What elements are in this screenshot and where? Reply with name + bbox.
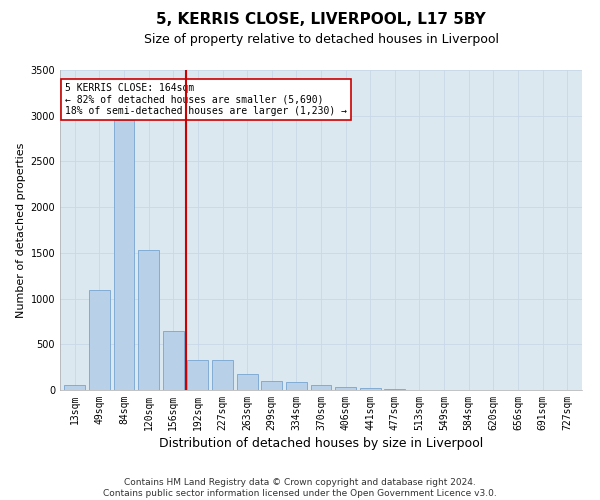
Bar [113,120,134,390]
Bar [138,250,159,390]
Text: Contains HM Land Registry data © Crown copyright and database right 2024.
Contai: Contains HM Land Registry data © Crown c… [103,478,497,498]
Bar [261,381,282,390]
Bar [212,360,233,390]
Bar [385,389,406,390]
Bar [360,388,381,390]
Bar [64,385,85,390]
Bar [335,387,356,390]
Bar [89,290,110,390]
Text: 5, KERRIS CLOSE, LIVERPOOL, L17 5BY: 5, KERRIS CLOSE, LIVERPOOL, L17 5BY [156,12,486,28]
Bar [236,374,257,390]
Text: Size of property relative to detached houses in Liverpool: Size of property relative to detached ho… [143,32,499,46]
Bar [286,382,307,390]
Bar [311,384,331,390]
Y-axis label: Number of detached properties: Number of detached properties [16,142,26,318]
Bar [163,330,184,390]
X-axis label: Distribution of detached houses by size in Liverpool: Distribution of detached houses by size … [159,437,483,450]
Text: 5 KERRIS CLOSE: 164sqm
← 82% of detached houses are smaller (5,690)
18% of semi-: 5 KERRIS CLOSE: 164sqm ← 82% of detached… [65,83,347,116]
Bar [187,360,208,390]
